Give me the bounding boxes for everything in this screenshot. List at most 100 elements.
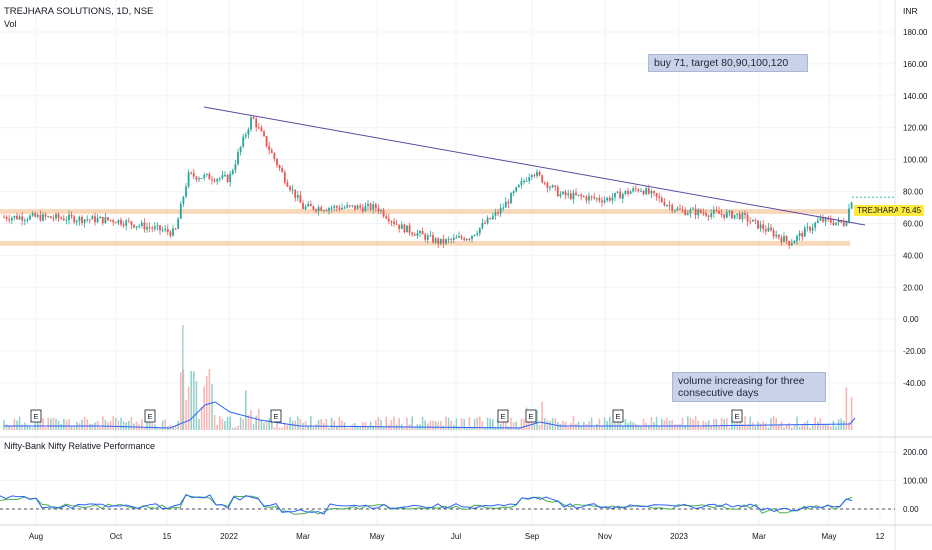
volume-bar bbox=[341, 420, 343, 430]
volume-bar bbox=[11, 425, 13, 430]
time-tick-label: May bbox=[821, 532, 836, 541]
volume-bar bbox=[325, 418, 328, 430]
candle-body bbox=[8, 219, 11, 221]
volume-bar bbox=[146, 416, 148, 430]
volume-bar bbox=[484, 427, 486, 430]
candle-body bbox=[567, 193, 570, 196]
candle-body bbox=[835, 222, 837, 225]
candle-body bbox=[159, 225, 161, 231]
candle-body bbox=[289, 186, 291, 191]
candle-body bbox=[174, 228, 177, 230]
volume-ma-line bbox=[4, 401, 856, 429]
candle-body bbox=[81, 216, 83, 223]
candle-body bbox=[647, 188, 650, 194]
candle-body bbox=[803, 227, 806, 237]
rp-average-line bbox=[0, 494, 853, 515]
volume-bar bbox=[216, 425, 218, 430]
volume-bar bbox=[567, 427, 569, 430]
candle-body bbox=[403, 224, 406, 233]
candle-body bbox=[764, 229, 767, 232]
candle-body bbox=[536, 171, 538, 176]
candle-body bbox=[351, 205, 354, 207]
volume-annotation[interactable]: volume increasing for three consecutive … bbox=[672, 372, 826, 402]
volume-bar bbox=[827, 424, 829, 430]
candle-body bbox=[114, 222, 117, 224]
candle-body bbox=[367, 203, 369, 206]
candle-body bbox=[231, 170, 234, 174]
volume-bar bbox=[367, 426, 369, 430]
candle-body bbox=[317, 207, 320, 212]
volume-bar bbox=[122, 421, 125, 430]
candle-body bbox=[458, 236, 460, 238]
volume-bar bbox=[403, 427, 406, 430]
buy-annotation[interactable]: buy 71, target 80,90,100,120 bbox=[648, 54, 808, 72]
candle-body bbox=[242, 136, 245, 147]
candle-body bbox=[127, 220, 130, 222]
volume-bar bbox=[190, 370, 192, 430]
candle-body bbox=[611, 197, 614, 201]
volume-bar bbox=[31, 427, 34, 430]
volume-bar bbox=[13, 418, 16, 430]
candle-body bbox=[23, 220, 26, 222]
volume-bar bbox=[174, 426, 177, 430]
volume-bar bbox=[809, 427, 811, 430]
candle-body bbox=[133, 224, 135, 228]
volume-bar bbox=[213, 415, 216, 430]
candle-body bbox=[723, 214, 726, 218]
volume-bar bbox=[265, 420, 268, 430]
volume-bar bbox=[538, 424, 541, 430]
candle-body bbox=[796, 235, 798, 241]
candle-body bbox=[476, 233, 479, 235]
volume-bar bbox=[684, 425, 686, 430]
volume-bar bbox=[414, 426, 416, 430]
candle-body bbox=[530, 175, 533, 178]
volume-bar bbox=[544, 418, 546, 430]
candle-body bbox=[276, 159, 278, 166]
volume-bar bbox=[606, 420, 608, 430]
candle-body bbox=[377, 208, 380, 212]
volume-bar bbox=[616, 419, 619, 430]
volume-bar bbox=[468, 417, 471, 430]
candle-body bbox=[502, 207, 505, 209]
volume-bar bbox=[159, 427, 161, 430]
candle-body bbox=[39, 214, 42, 221]
time-tick-label: Aug bbox=[29, 532, 43, 541]
candle-body bbox=[822, 218, 824, 222]
volume-bar bbox=[286, 424, 289, 430]
candle-body bbox=[338, 207, 341, 210]
volume-bar bbox=[112, 416, 114, 430]
volume-bar bbox=[752, 422, 754, 430]
volume-bar bbox=[317, 420, 320, 430]
volume-bar bbox=[263, 422, 265, 430]
price-tick-label: 120.00 bbox=[903, 124, 928, 133]
time-tick-label: Jul bbox=[451, 532, 461, 541]
earnings-marker bbox=[497, 409, 509, 423]
candle-body bbox=[442, 238, 445, 244]
candle-body bbox=[543, 182, 546, 184]
candle-body bbox=[398, 224, 401, 229]
volume-bar bbox=[679, 424, 681, 430]
volume-bar bbox=[411, 416, 413, 430]
candle-body bbox=[471, 235, 473, 239]
volume-bar bbox=[733, 422, 736, 430]
candle-body bbox=[424, 234, 427, 240]
volume-bar bbox=[650, 417, 653, 430]
volume-bar bbox=[778, 424, 780, 430]
candle-body bbox=[460, 236, 463, 239]
candle-body bbox=[832, 222, 835, 225]
candle-body bbox=[744, 212, 746, 215]
volume-bar bbox=[817, 421, 819, 430]
candle-body bbox=[798, 232, 801, 236]
volume-bar bbox=[603, 417, 606, 430]
volume-bar bbox=[16, 420, 18, 430]
candle-body bbox=[770, 227, 772, 231]
volume-bar bbox=[749, 416, 751, 430]
volume-bar bbox=[785, 424, 788, 430]
candle-body bbox=[738, 213, 741, 220]
volume-bar bbox=[268, 418, 270, 430]
candle-body bbox=[718, 211, 720, 214]
candle-body bbox=[455, 237, 458, 239]
volume-bar bbox=[510, 417, 512, 430]
time-tick-label: Mar bbox=[296, 532, 310, 541]
